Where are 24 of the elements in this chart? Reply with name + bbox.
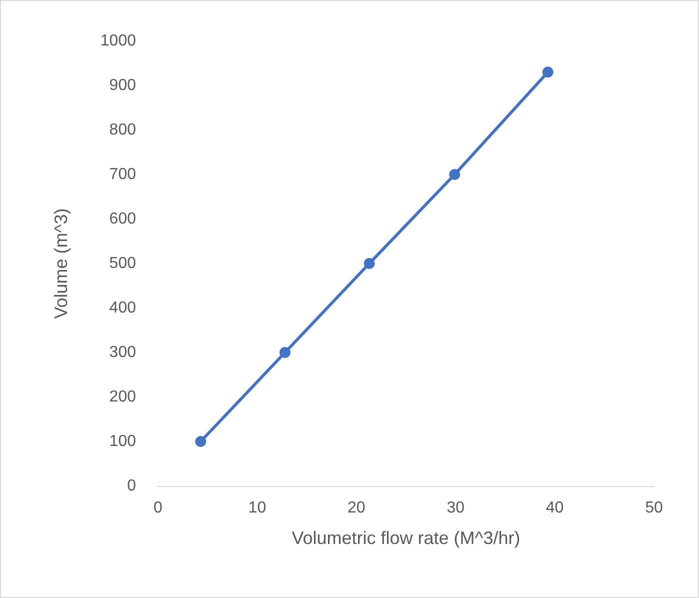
- x-tick-label: 40: [546, 500, 564, 516]
- y-tick-label: 200: [109, 388, 136, 406]
- y-tick-label: 400: [109, 300, 136, 316]
- x-tick-label: 30: [446, 500, 465, 516]
- x-tick-label: 20: [348, 500, 366, 516]
- y-tick-label: 500: [109, 255, 136, 272]
- x-tick-label: 10: [248, 500, 266, 516]
- point: [195, 436, 206, 447]
- x-axis-title: Volumetric flow rate (M^3/hr): [292, 528, 520, 548]
- point: [279, 347, 290, 358]
- y-tick-label: 700: [109, 166, 136, 183]
- y-tick-label: 800: [109, 122, 136, 138]
- point: [449, 169, 460, 180]
- x-tick-label: 50: [645, 500, 663, 516]
- y-tick-label: 100: [109, 433, 136, 450]
- point: [542, 66, 554, 78]
- y-tick-label: 0: [127, 478, 136, 494]
- y-tick-label: 300: [109, 344, 136, 361]
- point: [364, 258, 375, 269]
- y-tick-label: 900: [109, 77, 136, 94]
- y-axis-title: Volume (m^3): [51, 208, 71, 319]
- y-tick-label: 600: [109, 210, 136, 228]
- y-tick-label: 1000: [100, 32, 136, 50]
- x-tick-label: 0: [154, 500, 163, 516]
